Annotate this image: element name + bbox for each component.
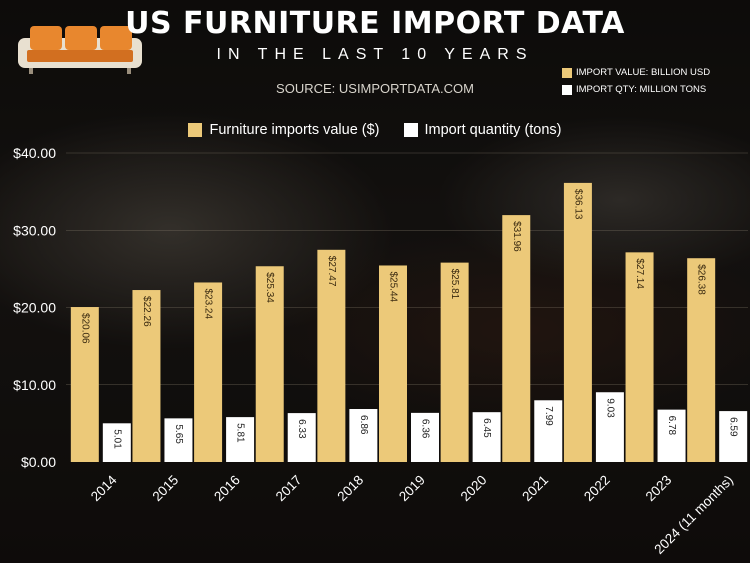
- legend-item-value: Furniture imports value ($): [188, 122, 380, 138]
- source-note: SOURCE: USIMPORTDATA.COM: [276, 81, 474, 96]
- legend-item-quantity: Import quantity (tons): [403, 122, 562, 138]
- quantity-bar: [102, 423, 131, 462]
- value-bar: [194, 282, 223, 462]
- legend-qty-swatch: [403, 123, 418, 137]
- quantity-data-label: 5.81: [235, 423, 246, 443]
- value-bar: [502, 215, 531, 462]
- x-tick-label: 2023: [643, 472, 675, 504]
- x-tick-label: 2020: [458, 472, 490, 504]
- value-bar: [440, 262, 469, 462]
- value-bar: [255, 266, 284, 462]
- side-legend-value-label: IMPORT VALUE: BILLION USD: [576, 67, 711, 78]
- y-tick-label: $30.00: [13, 222, 56, 238]
- y-tick-label: $20.00: [13, 300, 56, 316]
- value-bar: [379, 265, 407, 462]
- x-tick-label: 2021: [519, 472, 551, 504]
- quantity-data-label: 7.99: [543, 406, 554, 426]
- value-data-label: $25.34: [264, 272, 275, 303]
- y-tick-label: $0.00: [21, 454, 56, 470]
- quantity-bar: [595, 392, 624, 462]
- sofa-icon: [15, 24, 145, 81]
- x-tick-label: 2015: [150, 472, 182, 504]
- quantity-bar: [349, 409, 378, 462]
- quantity-data-label: 6.86: [358, 415, 369, 435]
- quantity-bar: [719, 411, 748, 462]
- side-legend-value: IMPORT VALUE: BILLION USD: [562, 64, 710, 81]
- chart-legend: Furniture imports value ($) Import quant…: [0, 122, 750, 138]
- value-data-label: $23.24: [203, 288, 214, 319]
- value-bar: [132, 290, 161, 462]
- quantity-data-label: 6.78: [666, 416, 677, 436]
- x-tick-label: 2014: [88, 472, 120, 504]
- page-subtitle: IN THE LAST 10 YEARS: [216, 46, 534, 63]
- quantity-data-label: 6.45: [481, 418, 492, 438]
- quantity-bar: [226, 417, 255, 462]
- quantity-bar: [287, 413, 316, 462]
- quantity-data-label: 6.59: [728, 417, 739, 437]
- page-title: US FURNITURE IMPORT DATA: [125, 6, 625, 41]
- quantity-bar: [534, 400, 563, 462]
- y-tick-label: $40.00: [13, 145, 56, 161]
- value-data-label: $27.14: [634, 258, 645, 289]
- quantity-data-label: 5.01: [111, 429, 122, 449]
- x-tick-label: 2018: [334, 472, 366, 504]
- value-data-label: $22.26: [141, 296, 152, 327]
- side-legend-qty-label: IMPORT QTY: MILLION TONS: [576, 84, 707, 95]
- y-tick-label: $10.00: [13, 377, 56, 393]
- value-bar: [70, 307, 99, 462]
- x-tick-label: 2022: [581, 472, 613, 504]
- x-tick-label: 2016: [211, 472, 243, 504]
- value-data-label: $25.44: [388, 271, 399, 302]
- side-legend-qty: IMPORT QTY: MILLION TONS: [562, 81, 710, 98]
- value-bar: [317, 249, 346, 462]
- quantity-bar: [657, 409, 686, 462]
- quantity-data-label: 5.65: [173, 424, 184, 444]
- value-data-label: $25.81: [449, 269, 460, 300]
- value-bar: [563, 182, 592, 462]
- x-tick-label: 2017: [273, 472, 305, 504]
- value-data-label: $36.13: [572, 189, 583, 220]
- value-data-label: $27.47: [326, 256, 337, 287]
- legend-value-swatch: [188, 123, 203, 137]
- value-bar: [625, 252, 654, 462]
- value-swatch: [562, 67, 572, 78]
- quantity-bar: [472, 412, 501, 462]
- legend-qty-label: Import quantity (tons): [424, 122, 562, 138]
- quantity-data-label: 6.36: [420, 419, 431, 439]
- value-data-label: $31.96: [511, 221, 522, 252]
- value-data-label: $26.38: [696, 264, 707, 295]
- qty-swatch: [562, 84, 572, 95]
- value-data-label: $20.06: [79, 313, 90, 344]
- x-tick-label: 2019: [396, 472, 428, 504]
- quantity-data-label: 6.33: [296, 419, 307, 439]
- quantity-data-label: 9.03: [604, 398, 615, 418]
- side-legend: IMPORT VALUE: BILLION USD IMPORT QTY: MI…: [562, 64, 710, 98]
- legend-value-label: Furniture imports value ($): [209, 122, 380, 138]
- quantity-bar: [411, 412, 439, 462]
- value-bar: [687, 258, 716, 462]
- quantity-bar: [164, 418, 193, 462]
